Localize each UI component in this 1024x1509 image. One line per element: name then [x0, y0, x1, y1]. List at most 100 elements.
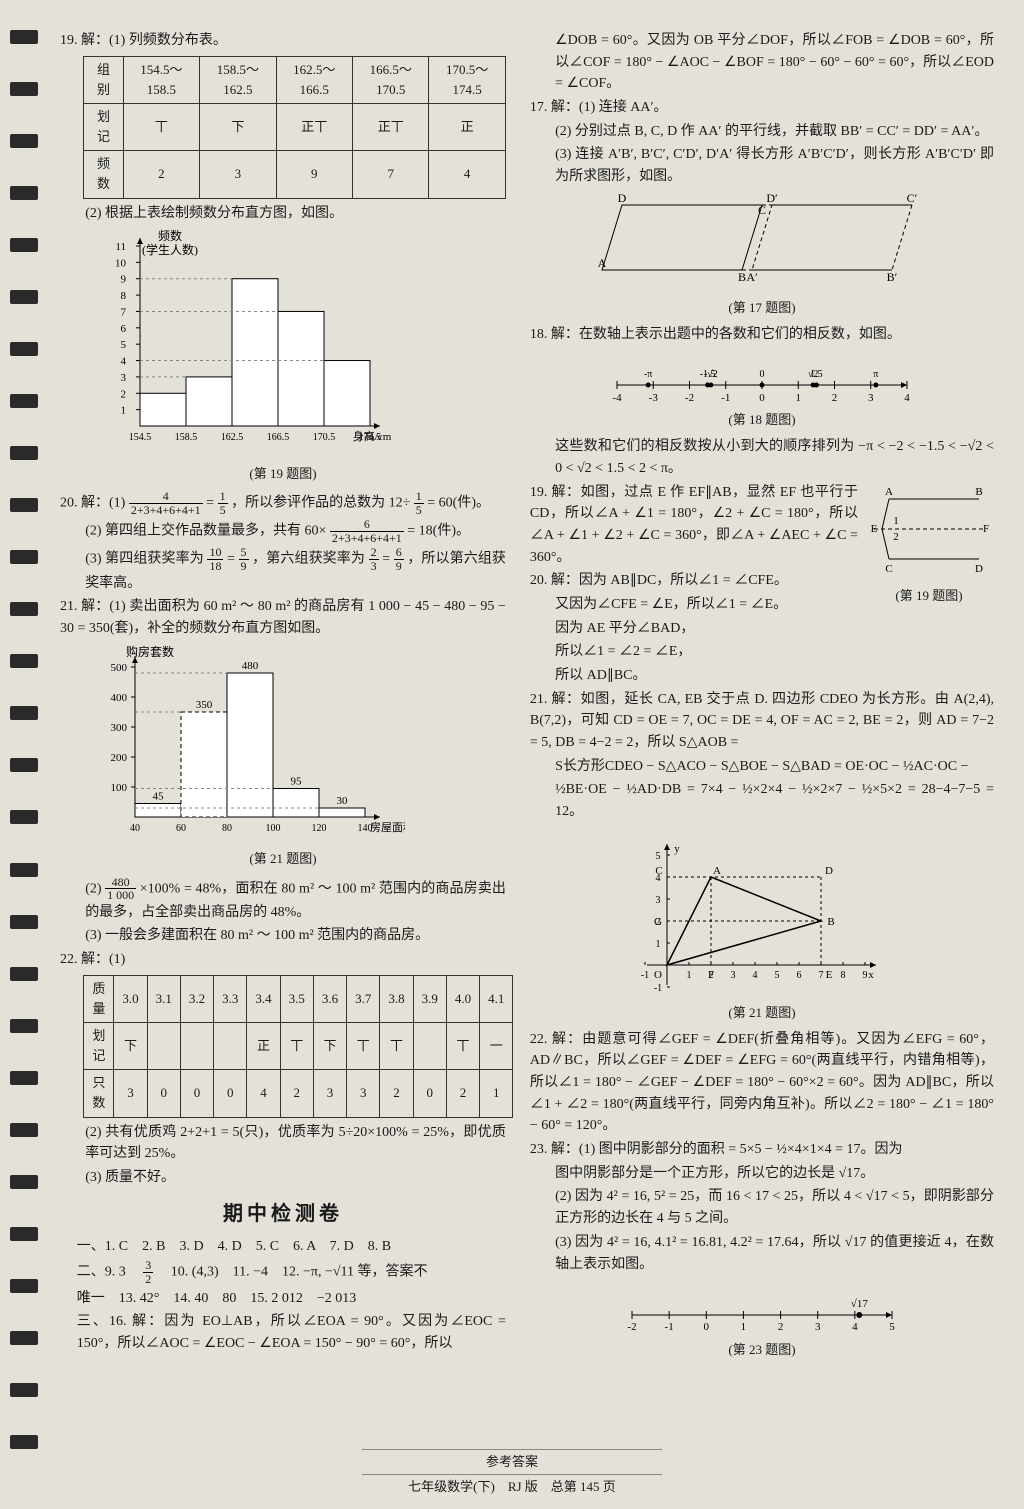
svg-text:(学生人数): (学生人数)	[142, 242, 198, 257]
svg-text:45: 45	[153, 790, 165, 802]
q17-l3: (3) 连接 A′B′, B′C′, C′D′, D′A′ 得长方形 A′B′C…	[530, 144, 994, 187]
svg-text:6: 6	[121, 323, 127, 335]
svg-text:1: 1	[655, 939, 660, 950]
svg-text:G: G	[654, 916, 662, 928]
n: 1	[218, 490, 228, 504]
frac: 15	[414, 490, 424, 516]
td: 3	[200, 151, 276, 198]
left-column: 19. 解：(1) 列频数分布表。 组别154.5～158.5158.5～162…	[60, 30, 506, 1420]
t: (2)	[85, 881, 105, 896]
t: = 18(件)。	[407, 524, 470, 539]
td: 质量	[84, 975, 114, 1022]
frac: 23	[369, 546, 379, 572]
d: 9	[394, 560, 404, 573]
td: 7	[353, 151, 429, 198]
d: 2	[143, 1273, 153, 1286]
td: 下	[313, 1023, 346, 1070]
svg-text:C: C	[655, 865, 662, 877]
q21-chart: 1002003004005004535048095304060801001201…	[85, 642, 506, 850]
svg-text:10: 10	[115, 258, 127, 270]
svg-text:7: 7	[121, 307, 127, 319]
svg-text:√17: √17	[851, 1298, 869, 1310]
q21r-l2: S长方形CDEO − S△ACO − S△BOE − S△BAD = OE·OC…	[530, 756, 994, 778]
svg-text:-2: -2	[627, 1321, 636, 1332]
q21-caption: (第 21 题图)	[60, 849, 506, 869]
n: 5	[239, 546, 249, 560]
svg-text:2: 2	[832, 392, 838, 402]
td: 3	[347, 1070, 380, 1117]
svg-text:C: C	[758, 203, 766, 217]
svg-text:5: 5	[889, 1321, 895, 1332]
q17-diagram: DD′C′CABA′B′	[530, 190, 994, 298]
svg-text:E: E	[871, 523, 878, 535]
svg-text:4: 4	[904, 392, 910, 402]
svg-text:100: 100	[111, 782, 128, 794]
td: 丅	[280, 1023, 313, 1070]
t: 二、9. 3	[77, 1265, 140, 1280]
binder-holes	[10, 30, 50, 1449]
t: =	[206, 495, 217, 510]
td: 丅	[380, 1023, 413, 1070]
svg-text:300: 300	[111, 722, 128, 734]
frac: 62+3+4+6+4+1	[330, 518, 404, 544]
q21r-l1: 21. 解：如图，延长 CA, EB 交于点 D. 四边形 CDEO 为长方形。…	[530, 689, 994, 754]
svg-text:B: B	[827, 916, 834, 928]
d: 1 000	[105, 889, 136, 902]
td: 2	[446, 1070, 479, 1117]
svg-text:30: 30	[337, 795, 349, 807]
svg-text:5: 5	[121, 339, 127, 351]
svg-text:60: 60	[176, 823, 186, 834]
svg-text:95: 95	[291, 775, 303, 787]
q18-numline: -4-3-2-101234-π-1.5-√20√21.5π	[530, 347, 994, 410]
td: 4	[429, 151, 505, 198]
svg-text:O: O	[654, 969, 662, 981]
td: 9	[276, 151, 352, 198]
td: 3.7	[347, 975, 380, 1022]
q21r-caption: (第 21 题图)	[530, 1003, 994, 1023]
td: 下	[200, 103, 276, 150]
svg-text:A: A	[713, 865, 721, 877]
svg-text:1: 1	[741, 1321, 747, 1332]
q19-chart: 1234567891011154.5158.5162.5166.5170.517…	[85, 226, 506, 464]
q23-l2: 图中阴影部分是一个正方形，所以它的边长是 √17。	[530, 1163, 994, 1185]
t: ，所以参评作品的总数为 12÷	[231, 495, 410, 510]
td: 3.3	[214, 975, 247, 1022]
svg-text:0: 0	[759, 392, 765, 402]
td	[147, 1023, 180, 1070]
td: 2	[380, 1070, 413, 1117]
svg-text:480: 480	[242, 660, 259, 672]
svg-text:500: 500	[111, 662, 128, 674]
svg-text:400: 400	[111, 692, 128, 704]
svg-text:F: F	[983, 523, 989, 535]
cont16: ∠DOB = 60°。又因为 OB 平分∠DOF，所以∠FOB = ∠DOB =…	[530, 30, 994, 95]
svg-text:B: B	[738, 270, 746, 284]
th: 组别	[84, 56, 123, 103]
td: 丅	[446, 1023, 479, 1070]
svg-text:A: A	[598, 256, 607, 270]
svg-text:8: 8	[121, 290, 127, 302]
svg-text:4: 4	[752, 970, 757, 981]
td: 3.8	[380, 975, 413, 1022]
svg-text:4: 4	[121, 356, 127, 368]
svg-text:7: 7	[818, 970, 823, 981]
t: ×100% = 48%，面积在 80 m² ～ 100 m² 范围内的商品房卖出…	[85, 881, 506, 920]
td: 3	[114, 1070, 147, 1117]
svg-text:158.5: 158.5	[175, 432, 198, 443]
td: 170.5～174.5	[429, 56, 505, 103]
q19-caption: (第 19 题图)	[60, 464, 506, 484]
q19-head: 19. 解：(1) 列频数分布表。	[60, 30, 506, 52]
svg-text:80: 80	[222, 823, 232, 834]
svg-text:D: D	[825, 865, 833, 877]
svg-text:F: F	[708, 969, 714, 981]
mid-heading: 期中检测卷	[60, 1199, 506, 1230]
td: 2	[123, 151, 199, 198]
svg-text:4: 4	[852, 1321, 858, 1332]
q23-l3: (2) 因为 4² = 16, 5² = 25，而 16 < 17 < 25，所…	[530, 1186, 994, 1229]
n: 2	[369, 546, 379, 560]
n: 480	[105, 876, 136, 890]
svg-text:-4: -4	[612, 392, 622, 402]
q23-caption: (第 23 题图)	[530, 1340, 994, 1360]
svg-text:D: D	[975, 563, 983, 575]
t: = 60(件)。	[427, 495, 490, 510]
td: 正丅	[276, 103, 352, 150]
